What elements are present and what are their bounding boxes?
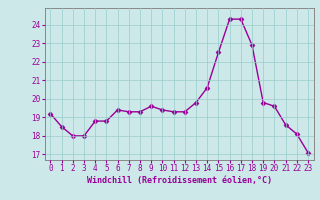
X-axis label: Windchill (Refroidissement éolien,°C): Windchill (Refroidissement éolien,°C) (87, 176, 272, 185)
